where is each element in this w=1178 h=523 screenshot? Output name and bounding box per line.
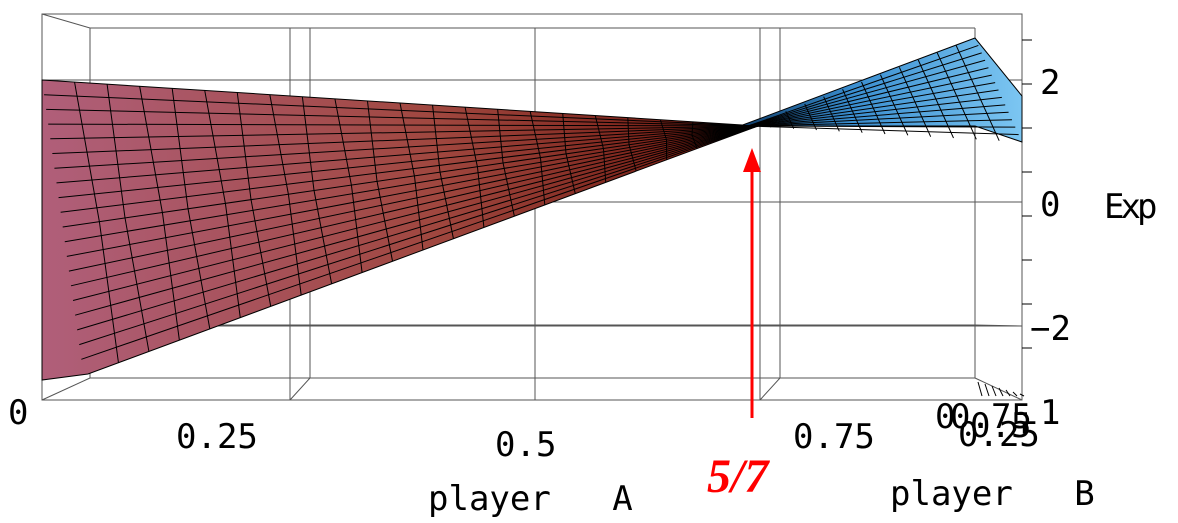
plot-box (41, 13, 1023, 401)
y-tick-0: 0 (935, 397, 955, 437)
y-tick-4: 1 (1040, 393, 1060, 433)
z-axis-label: Exp (1104, 187, 1156, 227)
surface-mesh (41, 37, 1023, 381)
annotation-arrow (743, 148, 761, 418)
surface-left (41, 79, 759, 381)
y-axis-label: player B (890, 474, 1095, 514)
z-tick-0: 2 (1040, 63, 1060, 103)
annotation-label: 5/7 (707, 450, 770, 503)
x-tick-3: 0.75 (793, 417, 875, 457)
y-tick-2: 0.5 (970, 406, 1031, 446)
x-tick-2: 0.5 (495, 425, 556, 465)
x-axis-label: player A (428, 479, 633, 519)
z-tick-2: −2 (1030, 309, 1071, 349)
z-tick-1: 0 (1040, 185, 1060, 225)
y-tick-1: 0.25 (958, 415, 1040, 455)
y-tick-3: 0.75 (950, 397, 1032, 437)
mesh-lines (44, 44, 1019, 363)
edge-ticks (977, 39, 1032, 397)
x-tick-0: 0 (8, 393, 28, 433)
x-tick-1: 0.25 (176, 417, 258, 457)
